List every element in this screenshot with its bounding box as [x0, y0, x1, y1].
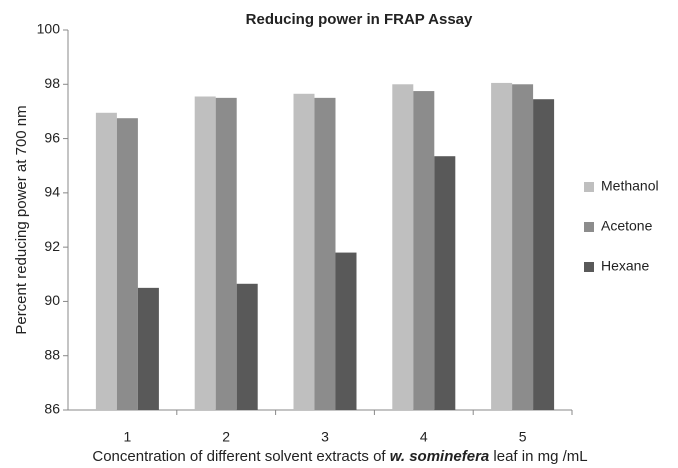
y-tick-label: 86 [44, 401, 60, 417]
y-tick-label: 98 [44, 75, 60, 91]
chart-title: Reducing power in FRAP Assay [246, 11, 473, 28]
bar [533, 99, 555, 410]
x-axis-label: Concentration of different solvent extra… [92, 448, 587, 465]
bar [236, 283, 258, 410]
y-tick-label: 90 [44, 292, 60, 308]
x-tick-label: 1 [124, 429, 132, 445]
bar [215, 97, 237, 410]
x-tick-label: 5 [519, 429, 527, 445]
legend-label: Acetone [601, 218, 653, 234]
y-tick-label: 92 [44, 238, 60, 254]
y-tick-label: 94 [44, 184, 60, 200]
bar [116, 118, 138, 410]
legend-swatch [584, 182, 594, 192]
bar [95, 112, 117, 411]
bar [512, 84, 534, 411]
x-axis-label-part: Concentration of different solvent extra… [92, 448, 389, 465]
x-tick-label: 3 [321, 429, 329, 445]
bar [413, 91, 435, 411]
bar [434, 156, 456, 410]
legend-label: Methanol [601, 178, 659, 194]
y-tick-label: 100 [37, 21, 61, 37]
y-tick-label: 96 [44, 129, 60, 145]
bar [335, 252, 357, 410]
x-axis-label-part: leaf in mg /mL [489, 448, 587, 465]
x-tick-label: 2 [222, 429, 230, 445]
y-tick-label: 88 [44, 346, 60, 362]
bar [392, 84, 414, 411]
bar [491, 82, 513, 410]
x-axis-label-part: w. sominefera [390, 448, 489, 465]
y-axis-label: Percent reducing power at 700 nm [13, 105, 30, 334]
bar [137, 287, 159, 410]
bar [194, 96, 216, 410]
legend-swatch [584, 262, 594, 272]
legend-label: Hexane [601, 258, 649, 274]
bar [293, 93, 315, 411]
bar [314, 97, 336, 410]
x-tick-label: 4 [420, 429, 428, 445]
legend-swatch [584, 222, 594, 232]
